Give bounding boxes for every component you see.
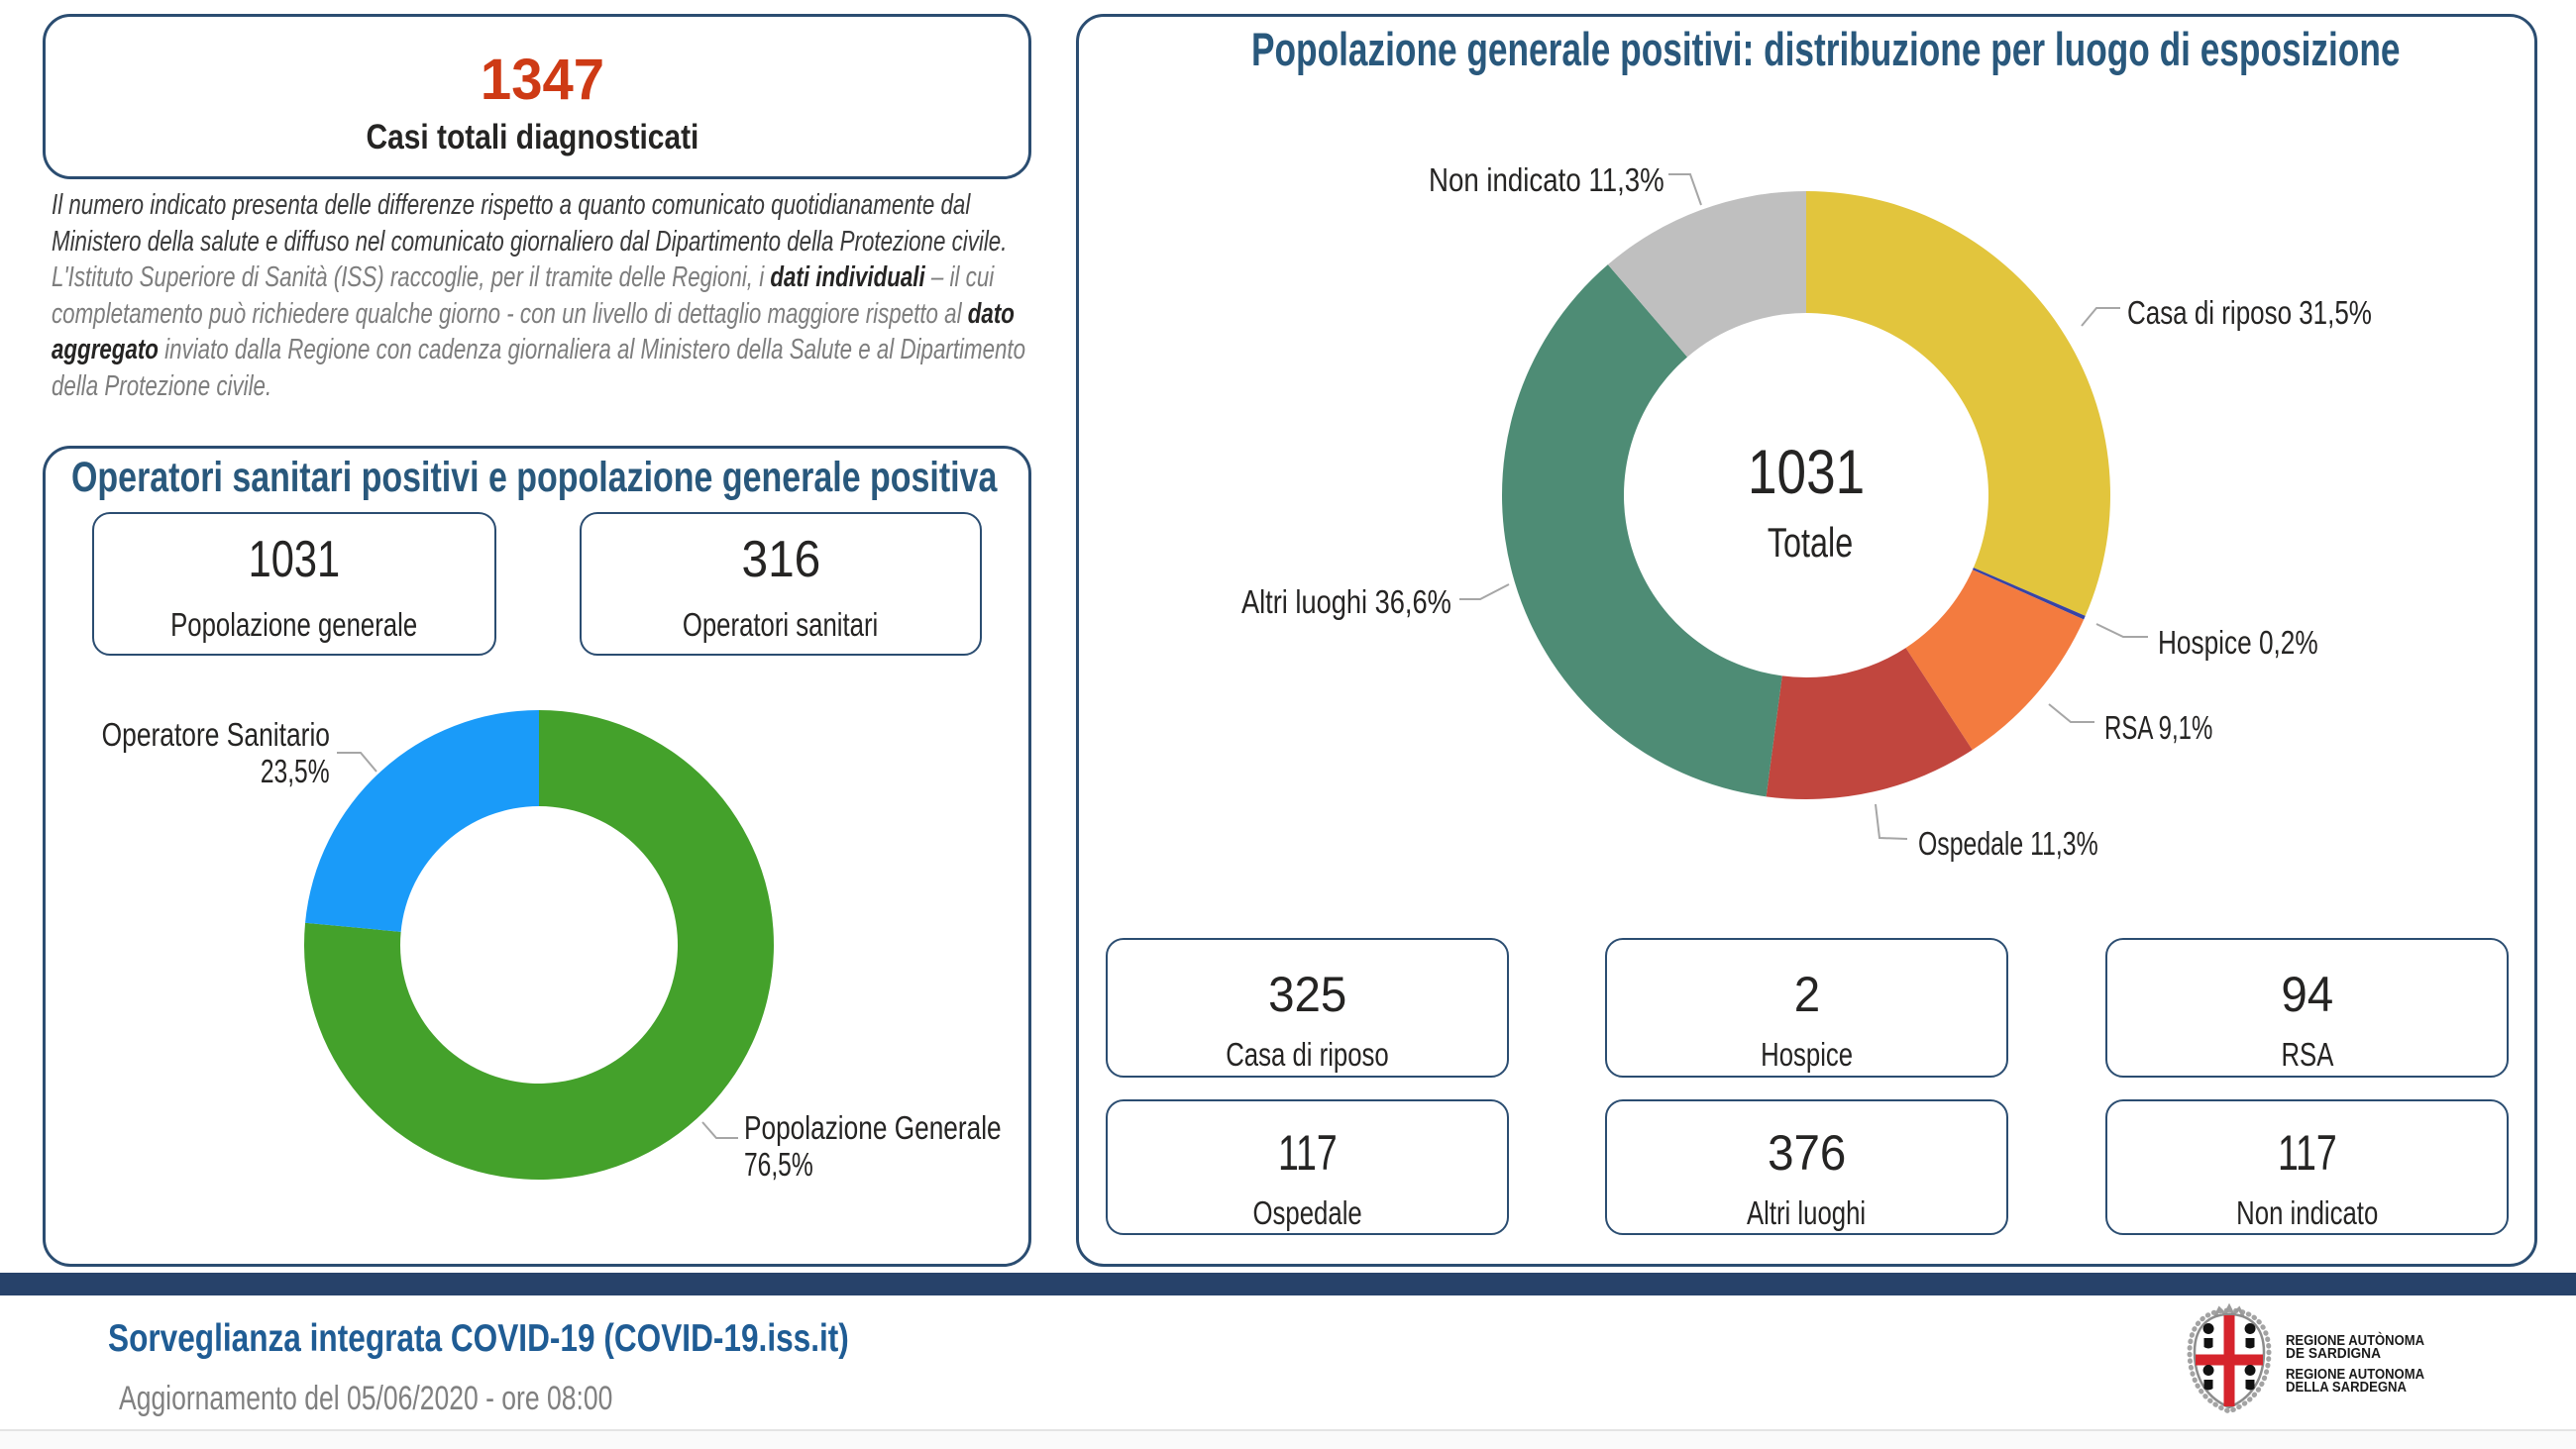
svg-text:REGIONE AUTONOMA: REGIONE AUTONOMA xyxy=(2286,1367,2424,1383)
svg-text:DE SARDIGNA: DE SARDIGNA xyxy=(2286,1346,2381,1362)
svg-text:DELLA SARDEGNA: DELLA SARDEGNA xyxy=(2286,1380,2407,1396)
svg-text:REGIONE AUTÒNOMA: REGIONE AUTÒNOMA xyxy=(2286,1331,2424,1349)
